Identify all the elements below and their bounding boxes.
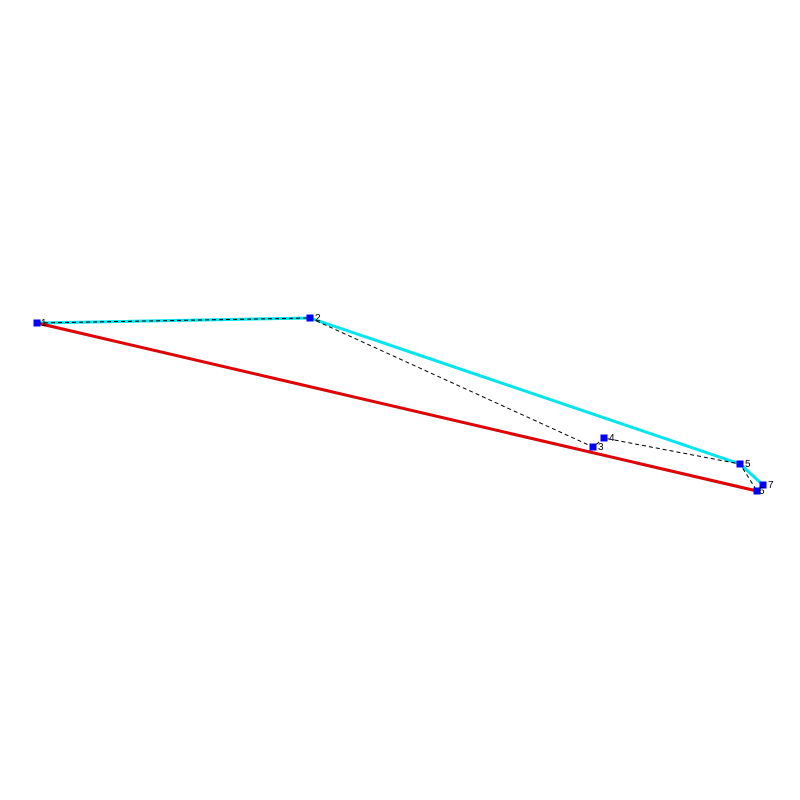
point-7-label: 7 bbox=[768, 480, 774, 491]
point-3-marker[interactable] bbox=[589, 443, 597, 451]
red-segment bbox=[36, 321, 758, 493]
point-2-marker[interactable] bbox=[306, 314, 314, 322]
point-6-marker[interactable] bbox=[753, 487, 761, 495]
point-labels: 1 2 3 4 5 6 7 bbox=[41, 313, 774, 497]
cyan-polygon bbox=[36, 316, 765, 493]
point-7-marker[interactable] bbox=[759, 481, 767, 489]
point-4-label: 4 bbox=[609, 433, 615, 444]
point-1-marker[interactable] bbox=[33, 319, 41, 327]
point-4-marker[interactable] bbox=[600, 434, 608, 442]
point-2-label: 2 bbox=[315, 313, 321, 324]
point-5-label: 5 bbox=[745, 459, 751, 470]
dashed-path bbox=[36, 317, 758, 492]
point-1-label: 1 bbox=[41, 318, 47, 329]
point-6-label: 6 bbox=[759, 486, 765, 497]
point-markers bbox=[33, 314, 767, 495]
point-5-marker[interactable] bbox=[736, 460, 744, 468]
point-3-label: 3 bbox=[598, 442, 604, 453]
